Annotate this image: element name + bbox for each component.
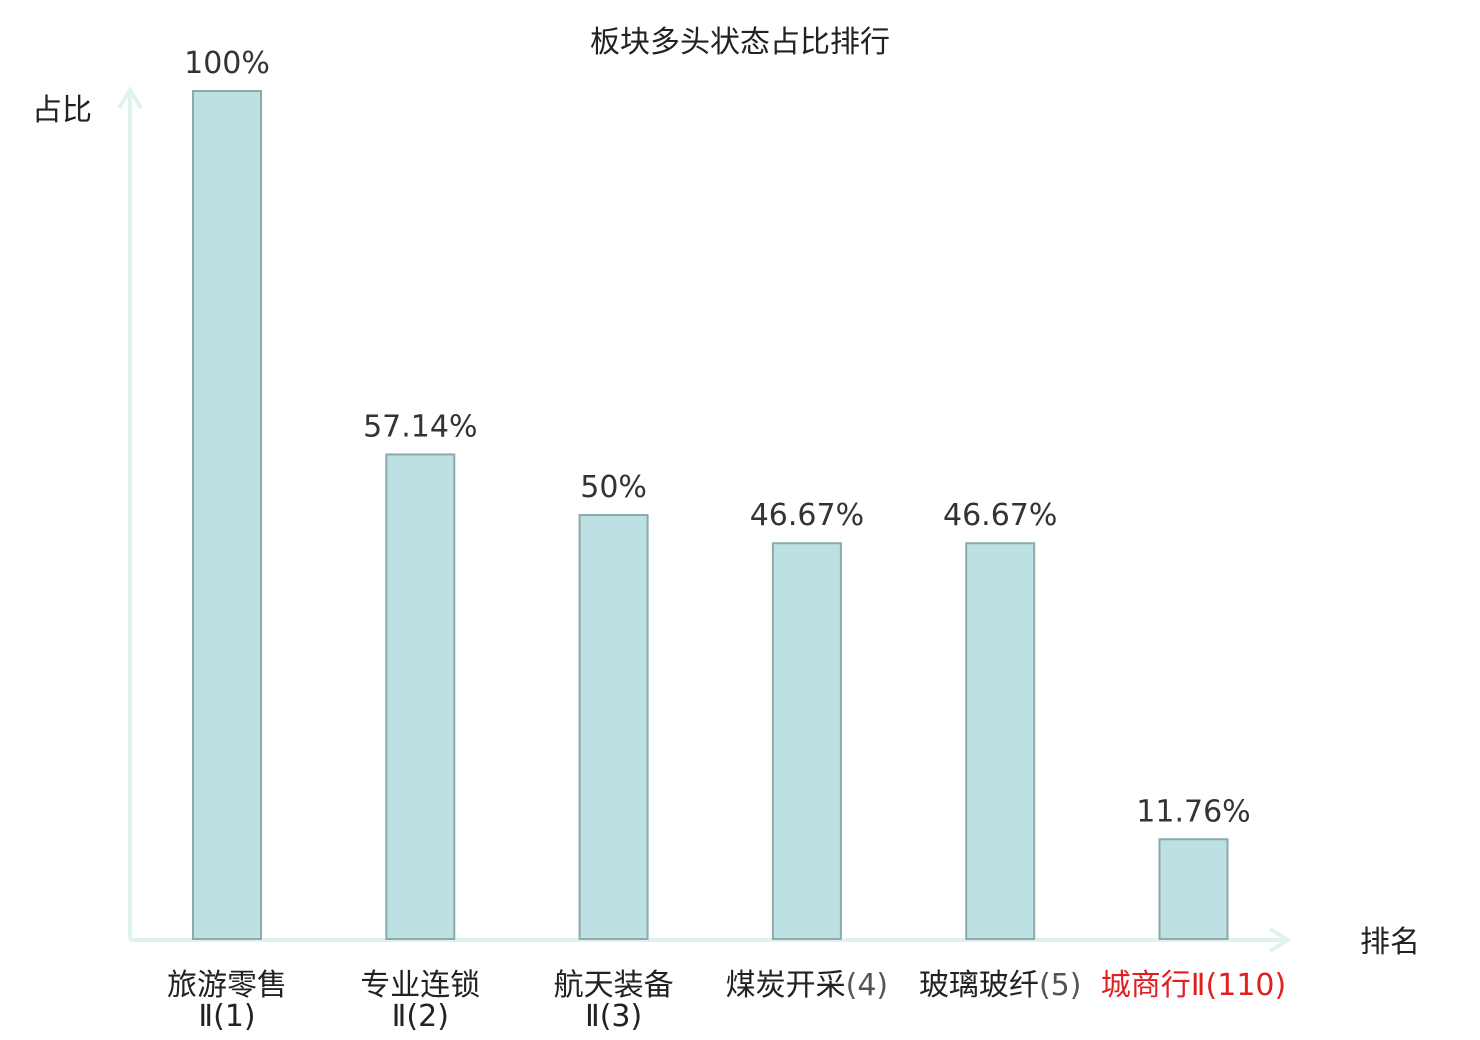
chart-bars: [192, 90, 1229, 941]
category-rank: Ⅱ(110): [1191, 968, 1286, 1003]
value-label-1: 100%: [184, 46, 270, 81]
value-label-3: 50%: [580, 470, 647, 505]
category-label-3: 航天装备: [554, 968, 674, 1003]
category-label-4: 煤炭开采(4): [726, 968, 889, 1003]
bar-4: [771, 542, 842, 940]
bar-2: [385, 453, 456, 940]
category-rank-3: Ⅱ(3): [585, 999, 642, 1034]
category-rank-2: Ⅱ(2): [392, 999, 449, 1034]
x-axis-label: 排名: [1360, 925, 1420, 960]
category-label-2: 专业连锁: [360, 968, 480, 1003]
bar-1: [192, 90, 262, 940]
value-label-4: 46.67%: [750, 498, 864, 533]
category-label-5: 玻璃玻纤(5): [919, 968, 1081, 1003]
bar-3: [578, 514, 649, 940]
category-rank: (4): [846, 968, 889, 1003]
y-axis-label: 占比: [32, 93, 92, 128]
bar-6: [1158, 838, 1229, 941]
bar-5: [965, 542, 1036, 940]
category-name: 城商行: [1101, 968, 1191, 1003]
chart-title: 板块多头状态占比排行: [590, 25, 890, 60]
chart-value-labels: 100% 57.14% 50% 46.67% 46.67% 11.76%: [184, 46, 1251, 829]
chart-axes: [117, 86, 1292, 953]
category-rank-1: Ⅱ(1): [198, 999, 255, 1034]
category-label-1: 旅游零售: [167, 968, 287, 1003]
category-rank: (5): [1039, 968, 1082, 1003]
x-axis-arrow: [1268, 927, 1292, 953]
category-label-6: 城商行Ⅱ(110): [1101, 968, 1286, 1003]
value-label-2: 57.14%: [363, 409, 477, 444]
category-name: 煤炭开采: [726, 968, 846, 1003]
value-label-5: 46.67%: [943, 498, 1057, 533]
value-label-6: 11.76%: [1136, 794, 1250, 829]
y-axis-arrow: [117, 86, 143, 110]
category-name: 玻璃玻纤: [919, 968, 1039, 1003]
